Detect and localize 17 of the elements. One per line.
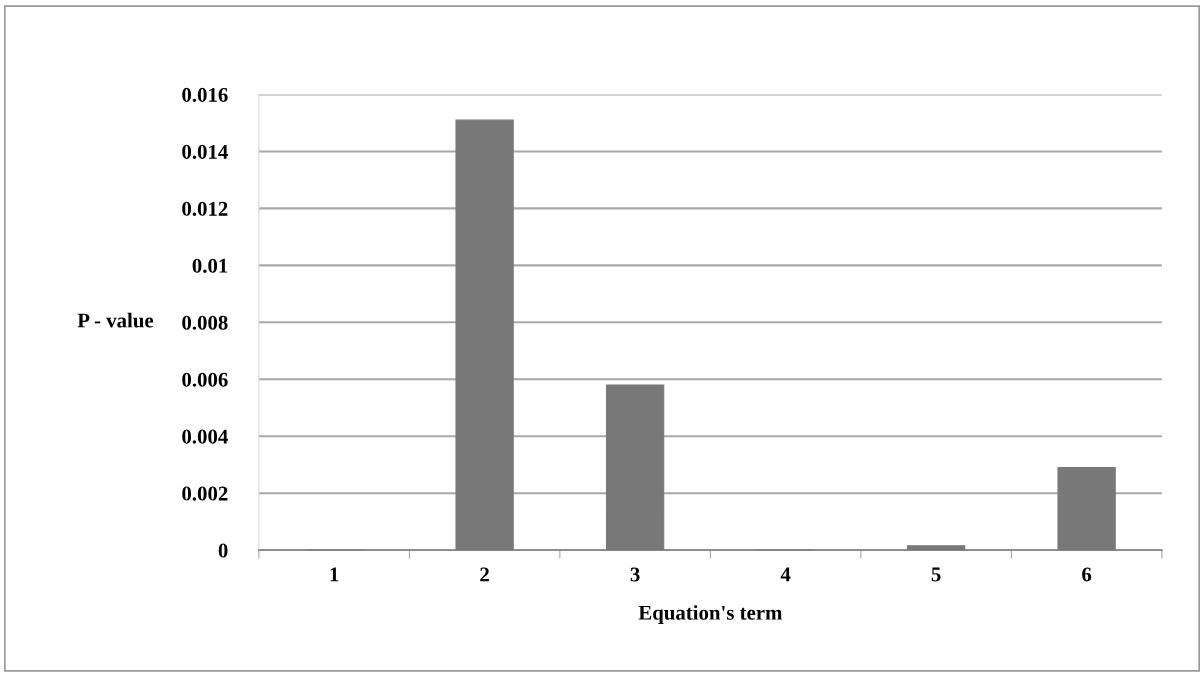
y-tick-label: 0.01 bbox=[192, 258, 228, 273]
y-axis-title: P - value bbox=[77, 312, 154, 328]
y-tick-label: 0.016 bbox=[182, 87, 228, 103]
x-tick-label: 2 bbox=[480, 567, 489, 582]
y-tick-label: 0.012 bbox=[182, 201, 228, 216]
x-axis-title: Equation's term bbox=[638, 605, 783, 625]
y-tick-label: 0.004 bbox=[182, 429, 228, 444]
x-tick-label: 4 bbox=[780, 567, 791, 582]
y-tick-label: 0.014 bbox=[182, 144, 228, 159]
y-tick-label: 0.002 bbox=[182, 486, 228, 501]
x-tick-label: 5 bbox=[931, 567, 941, 582]
x-tick-label: 1 bbox=[330, 567, 339, 582]
x-tick-label: 6 bbox=[1082, 567, 1092, 582]
y-tick-label: 0.006 bbox=[182, 372, 228, 387]
text: 0 bbox=[218, 543, 228, 558]
x-tick-label: 3 bbox=[630, 567, 640, 582]
y-tick-label: 0.008 bbox=[182, 315, 228, 330]
